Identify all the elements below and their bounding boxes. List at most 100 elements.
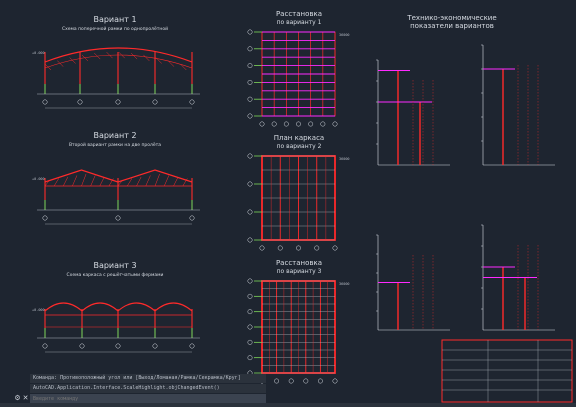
axis-bubble: [314, 245, 320, 251]
axis-bubble: [247, 113, 253, 119]
axis-bubble: [189, 343, 195, 349]
close-icon[interactable]: ✕: [22, 394, 29, 402]
axis-bubble: [247, 237, 253, 243]
level-mark: +0.000: [32, 177, 45, 181]
web-member: [99, 176, 105, 187]
vault-arc: [44, 302, 83, 312]
variant-caption: Второй вариант рамки на две пролёта: [69, 141, 161, 148]
web-member: [108, 178, 114, 187]
axis-bubble: [277, 245, 283, 251]
web-member: [130, 52, 138, 60]
plan-subtitle: по варианту 2: [277, 143, 322, 150]
level-mark: +0.000: [32, 51, 45, 55]
mini-chart: [376, 234, 450, 331]
web-member: [118, 51, 125, 59]
axis-bubble: [247, 79, 253, 85]
axis-bubble: [247, 293, 253, 299]
axis-bubble: [332, 121, 338, 127]
axis-bubble: [332, 378, 338, 384]
status-bar: [0, 403, 576, 407]
plan-subtitle: по варианту 1: [277, 19, 322, 26]
axis-bubble: [271, 121, 277, 127]
plan-title: Расстановка: [276, 10, 322, 18]
web-member: [154, 173, 160, 187]
axis-bubble: [42, 215, 48, 221]
axis-bubble: [303, 378, 309, 384]
axis-bubble: [247, 278, 253, 284]
axis-bubble: [189, 215, 195, 221]
axis-bubble: [247, 209, 253, 215]
axis-bubble: [259, 245, 265, 251]
truss-top-chord: [44, 169, 119, 183]
axis-bubble: [247, 181, 253, 187]
command-input[interactable]: [30, 394, 266, 403]
plan-title: План каркаса: [274, 134, 324, 142]
axis-bubble: [79, 343, 85, 349]
mini-chart: [481, 44, 555, 166]
web-member: [167, 60, 175, 67]
plan-subtitle: по варианту 3: [277, 268, 322, 275]
web-member: [44, 179, 50, 187]
web-member: [63, 176, 69, 187]
axis-bubble: [247, 309, 253, 315]
axis-bubble: [152, 343, 158, 349]
mini-chart: [481, 224, 555, 331]
axis-bubble: [317, 378, 323, 384]
axis-bubble: [332, 245, 338, 251]
axis-bubble: [296, 121, 301, 127]
web-member: [127, 178, 133, 187]
command-history-line: Команда: Противоположный угол или [Выход…: [30, 374, 266, 383]
variant-block: Вариант 3 Схема каркаса с решётчатыми фер…: [32, 261, 200, 353]
web-member: [180, 63, 187, 71]
command-input-row: [30, 394, 266, 403]
axis-bubble: [247, 29, 253, 35]
truss-top-chord: [117, 169, 193, 183]
web-member: [136, 176, 142, 187]
web-member: [69, 57, 76, 64]
web-member: [57, 60, 64, 67]
axis-bubble: [247, 355, 253, 361]
axis-bubble: [77, 99, 83, 105]
axis-bubble: [274, 378, 280, 384]
variant-title: Вариант 2: [93, 131, 136, 140]
axis-bubble: [247, 339, 253, 345]
axis-bubble: [115, 215, 121, 221]
wrench-icon[interactable]: ⚙: [14, 394, 21, 402]
charts-title: Технико-экономические: [406, 14, 496, 22]
axis-bubble: [42, 343, 48, 349]
web-member: [53, 178, 59, 187]
vault-arc: [154, 302, 193, 312]
dim-text: 36000: [339, 282, 350, 286]
web-member: [81, 54, 89, 62]
level-mark: +0.000: [32, 308, 45, 312]
axis-bubble: [152, 99, 158, 105]
axis-bubble: [283, 121, 289, 127]
axis-bubble: [296, 245, 301, 251]
web-member: [72, 175, 78, 187]
variant-title: Вариант 1: [93, 15, 136, 24]
vault-arc: [117, 302, 156, 312]
axis-bubble: [259, 121, 265, 127]
axis-bubble: [288, 378, 294, 384]
web-member: [164, 175, 170, 187]
variant-title: Вариант 3: [93, 261, 136, 270]
web-member: [155, 57, 162, 64]
title-block-frame: [441, 339, 573, 403]
axis-bubble: [115, 343, 121, 349]
axis-bubble: [308, 121, 314, 127]
web-member: [81, 173, 87, 187]
web-member: [90, 175, 96, 187]
plan-title: Расстановка: [276, 259, 322, 267]
axis-bubble: [320, 121, 326, 127]
web-member: [173, 176, 179, 187]
axis-bubble: [247, 63, 253, 69]
charts-subtitle: показатели вариантов: [410, 22, 494, 30]
